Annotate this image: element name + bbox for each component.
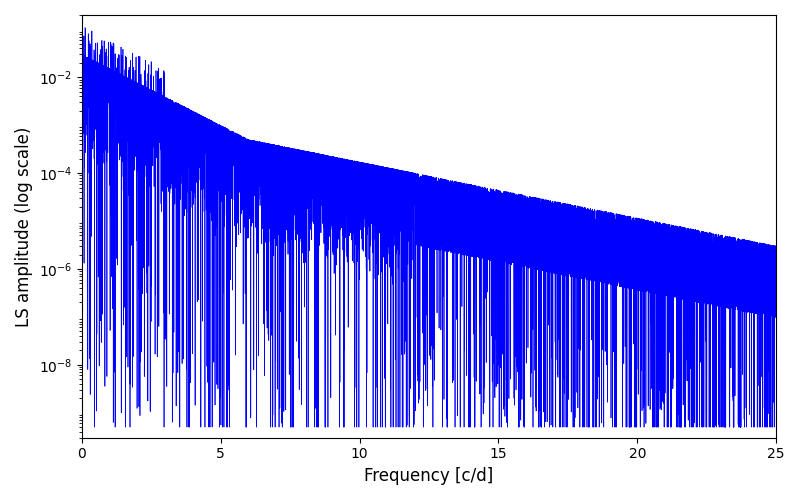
X-axis label: Frequency [c/d]: Frequency [c/d] <box>364 467 494 485</box>
Y-axis label: LS amplitude (log scale): LS amplitude (log scale) <box>15 126 33 326</box>
